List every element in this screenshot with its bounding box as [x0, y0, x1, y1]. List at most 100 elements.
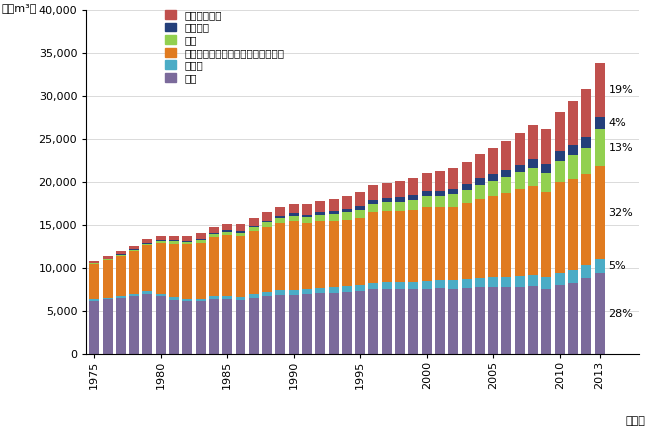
- Bar: [116, 256, 126, 296]
- Bar: [475, 178, 485, 184]
- Bar: [103, 260, 112, 298]
- Bar: [435, 190, 445, 196]
- Bar: [276, 218, 285, 223]
- Bar: [515, 276, 525, 287]
- Bar: [515, 287, 525, 354]
- Bar: [249, 226, 259, 227]
- Bar: [382, 211, 392, 282]
- Legend: アジア大洋州, アフリカ, 中東, 欧州・ロシア・その他旧ソ連邦諸国, 中南米, 北米: アジア大洋州, アフリカ, 中東, 欧州・ロシア・その他旧ソ連邦諸国, 中南米,…: [163, 8, 286, 85]
- Bar: [448, 189, 458, 194]
- Bar: [249, 227, 259, 231]
- Bar: [156, 236, 166, 240]
- Bar: [183, 241, 192, 242]
- Bar: [142, 294, 152, 354]
- Bar: [581, 278, 592, 354]
- Bar: [262, 227, 272, 292]
- Bar: [554, 182, 565, 273]
- Bar: [488, 278, 498, 287]
- Bar: [116, 298, 126, 354]
- Bar: [222, 224, 232, 230]
- Bar: [435, 288, 445, 354]
- Bar: [462, 279, 471, 288]
- Text: 32%: 32%: [608, 208, 633, 218]
- Bar: [581, 148, 592, 174]
- Bar: [554, 273, 565, 285]
- Bar: [395, 202, 405, 211]
- Bar: [369, 204, 378, 212]
- Text: 13%: 13%: [608, 143, 633, 153]
- Bar: [89, 263, 99, 264]
- Bar: [395, 282, 405, 290]
- Bar: [515, 189, 525, 276]
- Bar: [515, 165, 525, 172]
- Bar: [235, 233, 246, 236]
- Bar: [235, 224, 246, 231]
- Bar: [169, 244, 179, 297]
- Bar: [276, 290, 285, 295]
- Text: 4%: 4%: [608, 118, 626, 128]
- Bar: [209, 299, 219, 354]
- Bar: [528, 286, 538, 354]
- Bar: [355, 192, 365, 206]
- Bar: [302, 223, 312, 289]
- Bar: [302, 217, 312, 223]
- Bar: [408, 195, 419, 200]
- Bar: [369, 290, 378, 354]
- Bar: [235, 231, 246, 233]
- Bar: [408, 210, 419, 282]
- Bar: [568, 179, 578, 270]
- Bar: [249, 231, 259, 294]
- Bar: [196, 240, 205, 242]
- Bar: [568, 283, 578, 354]
- Bar: [89, 260, 99, 263]
- Bar: [595, 118, 604, 129]
- Bar: [581, 89, 592, 137]
- Text: 5%: 5%: [608, 261, 626, 271]
- Bar: [435, 208, 445, 280]
- Bar: [222, 235, 232, 296]
- Bar: [235, 296, 246, 300]
- Bar: [462, 203, 471, 279]
- Bar: [554, 112, 565, 151]
- Bar: [342, 212, 352, 220]
- Bar: [541, 289, 551, 354]
- Bar: [395, 197, 405, 202]
- Bar: [382, 282, 392, 289]
- Bar: [541, 192, 551, 277]
- Bar: [302, 294, 312, 354]
- Bar: [169, 300, 179, 354]
- Bar: [448, 280, 458, 289]
- Bar: [129, 294, 139, 296]
- Bar: [116, 296, 126, 298]
- Bar: [89, 264, 99, 299]
- Bar: [156, 294, 166, 296]
- Bar: [568, 145, 578, 155]
- Bar: [315, 212, 325, 215]
- Bar: [116, 251, 126, 254]
- Bar: [395, 181, 405, 197]
- Bar: [196, 299, 205, 302]
- Bar: [408, 282, 419, 289]
- Bar: [142, 239, 152, 243]
- Bar: [302, 214, 312, 217]
- Bar: [142, 243, 152, 244]
- Bar: [276, 207, 285, 216]
- Bar: [249, 218, 259, 226]
- Bar: [169, 297, 179, 300]
- Bar: [249, 294, 259, 298]
- Bar: [315, 201, 325, 212]
- Bar: [103, 259, 112, 260]
- Bar: [262, 212, 272, 221]
- Bar: [475, 184, 485, 199]
- Bar: [541, 277, 551, 289]
- Bar: [89, 299, 99, 301]
- Bar: [235, 236, 246, 296]
- Bar: [289, 290, 299, 295]
- Bar: [129, 249, 139, 250]
- Bar: [262, 221, 272, 222]
- Bar: [262, 292, 272, 296]
- Bar: [342, 292, 352, 354]
- Bar: [448, 207, 458, 280]
- Bar: [315, 288, 325, 293]
- Bar: [422, 289, 432, 354]
